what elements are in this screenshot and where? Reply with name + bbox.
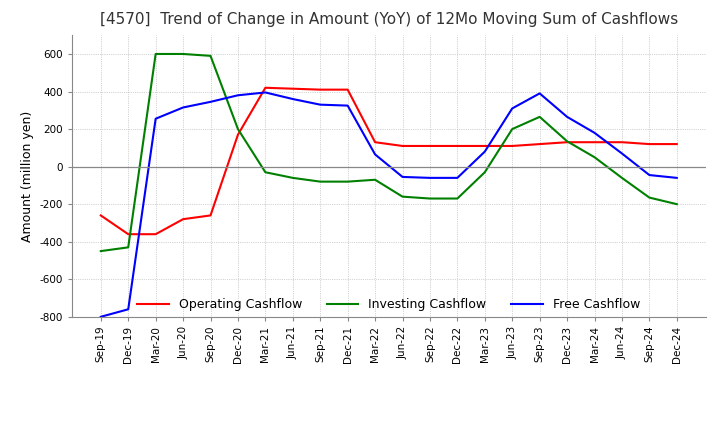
Free Cashflow (508, 106, 516, 111)
Free Cashflow (151, 116, 160, 121)
Investing Cashflow (508, 126, 516, 132)
Title: [4570]  Trend of Change in Amount (YoY) of 12Mo Moving Sum of Cashflows: [4570] Trend of Change in Amount (YoY) o… (99, 12, 678, 27)
Investing Cashflow (480, 169, 489, 175)
Free Cashflow (563, 114, 572, 120)
Investing Cashflow (536, 114, 544, 120)
Free Cashflow (96, 314, 105, 319)
Operating Cashflow (563, 139, 572, 145)
Investing Cashflow (426, 196, 434, 201)
Free Cashflow (179, 105, 187, 110)
Investing Cashflow (672, 202, 681, 207)
Operating Cashflow (179, 216, 187, 222)
Free Cashflow (261, 90, 270, 95)
Investing Cashflow (233, 126, 242, 132)
Operating Cashflow (343, 87, 352, 92)
Free Cashflow (590, 130, 599, 136)
Operating Cashflow (618, 139, 626, 145)
Operating Cashflow (261, 85, 270, 90)
Investing Cashflow (371, 177, 379, 183)
Free Cashflow (289, 96, 297, 102)
Operating Cashflow (316, 87, 325, 92)
Free Cashflow (672, 175, 681, 180)
Operating Cashflow (672, 141, 681, 147)
Free Cashflow (426, 175, 434, 180)
Operating Cashflow (151, 231, 160, 237)
Free Cashflow (343, 103, 352, 108)
Investing Cashflow (453, 196, 462, 201)
Investing Cashflow (563, 139, 572, 144)
Operating Cashflow (124, 231, 132, 237)
Free Cashflow (618, 151, 626, 156)
Investing Cashflow (124, 245, 132, 250)
Y-axis label: Amount (million yen): Amount (million yen) (21, 110, 34, 242)
Investing Cashflow (206, 53, 215, 59)
Investing Cashflow (590, 154, 599, 160)
Operating Cashflow (508, 143, 516, 149)
Free Cashflow (453, 175, 462, 180)
Investing Cashflow (316, 179, 325, 184)
Investing Cashflow (398, 194, 407, 199)
Investing Cashflow (289, 175, 297, 180)
Operating Cashflow (453, 143, 462, 149)
Operating Cashflow (426, 143, 434, 149)
Line: Free Cashflow: Free Cashflow (101, 92, 677, 317)
Operating Cashflow (480, 143, 489, 149)
Operating Cashflow (289, 86, 297, 92)
Operating Cashflow (206, 213, 215, 218)
Line: Operating Cashflow: Operating Cashflow (101, 88, 677, 234)
Investing Cashflow (261, 169, 270, 175)
Investing Cashflow (151, 51, 160, 57)
Operating Cashflow (590, 139, 599, 145)
Free Cashflow (645, 172, 654, 178)
Free Cashflow (398, 174, 407, 180)
Investing Cashflow (645, 195, 654, 200)
Free Cashflow (316, 102, 325, 107)
Operating Cashflow (398, 143, 407, 149)
Operating Cashflow (371, 139, 379, 145)
Investing Cashflow (343, 179, 352, 184)
Operating Cashflow (645, 141, 654, 147)
Operating Cashflow (233, 132, 242, 137)
Operating Cashflow (96, 213, 105, 218)
Free Cashflow (536, 91, 544, 96)
Free Cashflow (124, 307, 132, 312)
Investing Cashflow (618, 175, 626, 180)
Investing Cashflow (96, 249, 105, 254)
Free Cashflow (233, 93, 242, 98)
Investing Cashflow (179, 51, 187, 57)
Operating Cashflow (536, 141, 544, 147)
Free Cashflow (371, 152, 379, 157)
Free Cashflow (206, 99, 215, 104)
Legend: Operating Cashflow, Investing Cashflow, Free Cashflow: Operating Cashflow, Investing Cashflow, … (132, 293, 645, 316)
Line: Investing Cashflow: Investing Cashflow (101, 54, 677, 251)
Free Cashflow (480, 149, 489, 154)
